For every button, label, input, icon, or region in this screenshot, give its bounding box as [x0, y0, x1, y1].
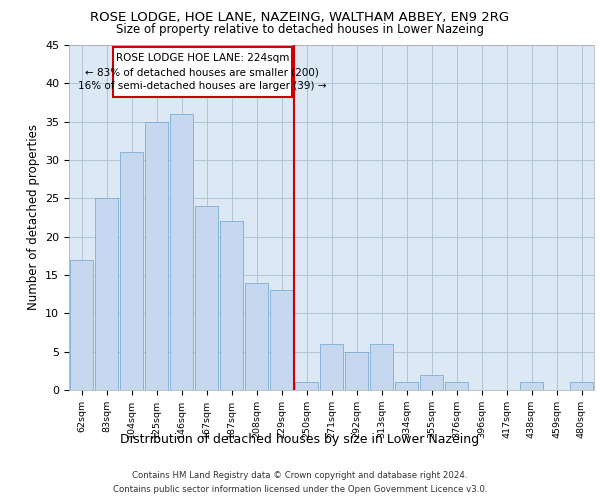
Bar	[245, 282, 268, 390]
Bar	[145, 122, 168, 390]
Text: Distribution of detached houses by size in Lower Nazeing: Distribution of detached houses by size …	[121, 432, 479, 446]
Bar	[270, 290, 293, 390]
Text: Size of property relative to detached houses in Lower Nazeing: Size of property relative to detached ho…	[116, 22, 484, 36]
Bar	[420, 374, 443, 390]
Text: Contains public sector information licensed under the Open Government Licence v3: Contains public sector information licen…	[113, 485, 487, 494]
Bar	[170, 114, 193, 390]
Bar	[445, 382, 468, 390]
Bar	[295, 382, 318, 390]
Bar	[370, 344, 393, 390]
Text: ROSE LODGE HOE LANE: 224sqm
← 83% of detached houses are smaller (200)
16% of se: ROSE LODGE HOE LANE: 224sqm ← 83% of det…	[78, 53, 326, 91]
Text: Contains HM Land Registry data © Crown copyright and database right 2024.: Contains HM Land Registry data © Crown c…	[132, 471, 468, 480]
Text: ROSE LODGE, HOE LANE, NAZEING, WALTHAM ABBEY, EN9 2RG: ROSE LODGE, HOE LANE, NAZEING, WALTHAM A…	[91, 11, 509, 24]
Bar	[320, 344, 343, 390]
Bar	[220, 222, 243, 390]
Bar	[95, 198, 118, 390]
FancyBboxPatch shape	[113, 48, 292, 97]
Bar	[70, 260, 93, 390]
Bar	[345, 352, 368, 390]
Y-axis label: Number of detached properties: Number of detached properties	[26, 124, 40, 310]
Bar	[195, 206, 218, 390]
Bar	[520, 382, 543, 390]
Bar	[570, 382, 593, 390]
Bar	[395, 382, 418, 390]
Bar	[120, 152, 143, 390]
